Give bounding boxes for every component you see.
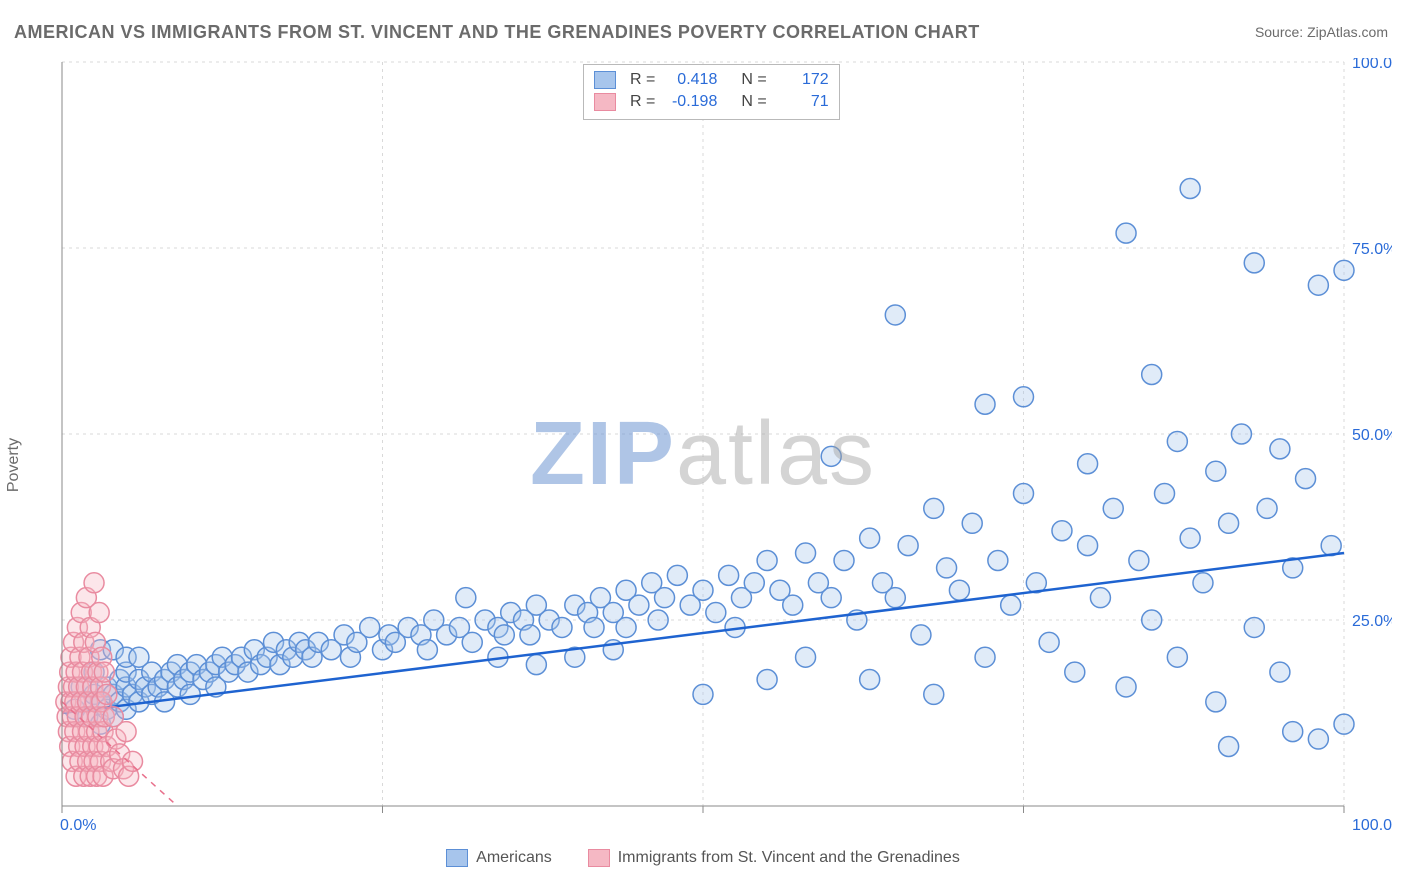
svg-text:75.0%: 75.0%	[1352, 241, 1392, 258]
svg-text:0.0%: 0.0%	[60, 817, 96, 834]
swatch-americans	[594, 71, 616, 89]
source-label: Source:	[1255, 24, 1307, 40]
scatter-plot: 25.0% 50.0% 75.0% 100.0% 0.0% 100.0%	[14, 58, 1392, 844]
legend-label: Americans	[476, 849, 552, 867]
legend-item-immigrants: Immigrants from St. Vincent and the Gren…	[588, 849, 960, 867]
swatch-americans	[446, 849, 468, 867]
r-value: -0.198	[665, 93, 717, 111]
svg-text:100.0%: 100.0%	[1352, 58, 1392, 72]
correlation-stats-box: R = 0.418 N = 172 R = -0.198 N = 71	[583, 64, 840, 120]
swatch-immigrants	[594, 93, 616, 111]
r-value: 0.418	[665, 71, 717, 89]
n-value: 172	[777, 71, 829, 89]
chart-title: AMERICAN VS IMMIGRANTS FROM ST. VINCENT …	[14, 22, 980, 43]
chart-area: Poverty ZIPatlas 25.0%50.0%75.0%100.0%0.…	[14, 58, 1392, 872]
n-label: N =	[741, 93, 766, 111]
r-label: R =	[630, 93, 655, 111]
series-americans	[65, 178, 1354, 756]
n-value: 71	[777, 93, 829, 111]
legend-item-americans: Americans	[446, 849, 552, 867]
svg-text:25.0%: 25.0%	[1352, 613, 1392, 630]
r-label: R =	[630, 71, 655, 89]
source-value: ZipAtlas.com	[1307, 24, 1388, 40]
legend: Americans Immigrants from St. Vincent and…	[14, 849, 1392, 872]
y-axis-label: Poverty	[5, 438, 23, 492]
stats-row-americans: R = 0.418 N = 172	[594, 69, 829, 91]
stats-row-immigrants: R = -0.198 N = 71	[594, 91, 829, 113]
source-attribution: Source: ZipAtlas.com	[1255, 24, 1388, 40]
n-label: N =	[741, 71, 766, 89]
swatch-immigrants	[588, 849, 610, 867]
svg-text:100.0%: 100.0%	[1352, 817, 1392, 834]
legend-label: Immigrants from St. Vincent and the Gren…	[618, 849, 960, 867]
svg-text:50.0%: 50.0%	[1352, 427, 1392, 444]
